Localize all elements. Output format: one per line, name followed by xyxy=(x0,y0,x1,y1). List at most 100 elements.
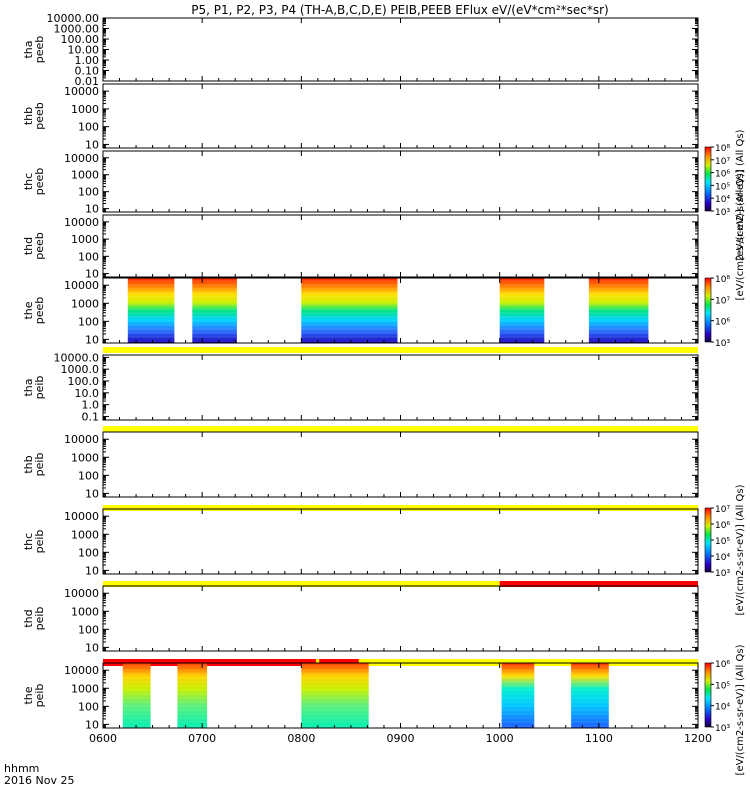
panel-thd_peib: 10000 1000 100 10 thdpeib xyxy=(22,585,699,666)
colorbar-tick-label: 10⁴ xyxy=(715,703,730,713)
colorbar-tick-label: 10⁸ xyxy=(715,144,730,154)
y-tick-label: 100 xyxy=(78,186,99,199)
panel-frame-thd_peeb xyxy=(102,214,699,278)
colorbar-tick-label: 10⁶ xyxy=(715,170,730,180)
y-tick-label: 100 xyxy=(78,623,99,636)
y-tick-label: 1000 xyxy=(71,103,99,116)
y-tick-label: 1000 xyxy=(71,451,99,464)
y-tick-label: 100.0 xyxy=(68,375,100,388)
colorbar-tick-label: 10⁷ xyxy=(715,296,730,306)
status-bar-segment xyxy=(499,581,698,587)
data-block-the_peeb-4 xyxy=(588,278,649,343)
x-tick-label: 1200 xyxy=(684,732,712,745)
y-tick-label: 10 xyxy=(85,564,99,577)
panel-thb_peeb: 10000 1000 100 10 thbpeeb xyxy=(22,83,699,151)
colorbar-tick-label: 10⁶ xyxy=(715,521,730,531)
y-tick-label: 1.00 xyxy=(75,54,100,67)
y-tick-label: 1000 xyxy=(71,605,99,618)
colorbar-tick-label: 10³ xyxy=(715,339,730,349)
y-tick-label: 10000 xyxy=(64,279,99,292)
y-tick-label: 10 xyxy=(85,138,99,151)
y-tick-label: 0.1 xyxy=(82,411,100,424)
chart-title: P5, P1, P2, P3, P4 (TH-A,B,C,D,E) PEIB,P… xyxy=(191,3,608,17)
time-format-label: hhmm xyxy=(4,762,39,775)
colorbar-tick-label: 10³ xyxy=(715,208,730,218)
colorbar-unit-label: [eV/(cm2-s-sr-eV)] (All Qs) xyxy=(735,169,746,300)
data-block-the_peeb-0 xyxy=(127,278,175,343)
y-tick-label: 10 xyxy=(85,203,99,216)
panel-thc_peib: 10000 1000 100 10 thcpeib 10³ 10⁴ 10⁵ 10⁶ 10⁷ [eV/… xyxy=(22,484,746,615)
panel-label-tha_peeb: thapeeb xyxy=(22,36,46,64)
panel-label-thc_peib: thcpeib xyxy=(22,530,46,554)
y-tick-label: 10000 xyxy=(64,433,99,446)
y-tick-label: 10000 xyxy=(64,587,99,600)
y-tick-label: 1000 xyxy=(71,297,99,310)
y-tick-label: 100 xyxy=(78,315,99,328)
y-tick-label: 10 xyxy=(85,641,99,654)
y-tick-label: 10000 xyxy=(64,152,99,165)
data-block-the_peib-4 xyxy=(571,663,609,728)
y-tick-label: 0.01 xyxy=(75,75,100,88)
y-tick-label: 1000 xyxy=(71,169,99,182)
y-tick-label: 0.10 xyxy=(75,65,100,78)
y-tick-label: 10.0 xyxy=(75,387,100,400)
y-tick-label: 10000.00 xyxy=(47,12,100,25)
y-tick-label: 1000.0 xyxy=(61,363,100,376)
y-tick-label: 10 xyxy=(85,333,99,346)
colorbar-scale xyxy=(704,146,712,212)
x-tick-label: 0800 xyxy=(287,732,315,745)
panel-label-thd_peib: thdpeib xyxy=(22,607,46,631)
x-tick-label: 0700 xyxy=(188,732,216,745)
colorbar-tick-label: 10⁵ xyxy=(715,681,730,691)
colorbar-tick-label: 10³ xyxy=(715,569,730,579)
date-label: 2016 Nov 25 xyxy=(4,774,74,787)
x-tick-label: 0900 xyxy=(387,732,415,745)
panel-frame-thc_peeb xyxy=(102,150,699,213)
y-tick-label: 10000 xyxy=(64,216,99,229)
panel-thb_peib: 10000 1000 100 10 thbpeib xyxy=(22,431,699,511)
colorbar-tick-label: 10⁴ xyxy=(715,195,730,205)
status-bar-segment xyxy=(103,347,698,353)
y-tick-label: 100 xyxy=(78,469,99,482)
data-block-the_peeb-1 xyxy=(192,278,237,343)
panel-thc_peeb: 10000 1000 100 10 thcpeeb 10³ 10⁴ 10⁵ 10⁶ 10⁷ 10⁸ [… xyxy=(22,129,746,260)
colorbar-tick-label: 10⁴ xyxy=(715,553,730,563)
y-tick-label: 100 xyxy=(78,700,99,713)
colorbar-tick-label: 10⁸ xyxy=(715,275,730,285)
y-tick-label: 100 xyxy=(78,250,99,263)
data-block-the_peeb-2 xyxy=(301,278,398,343)
colorbar-unit-label: [eV/(cm2-s-sr-eV)] (All Qs) xyxy=(735,484,746,615)
status-bar-segment xyxy=(103,426,698,432)
colorbar-tick-label: 10⁶ xyxy=(715,318,730,328)
colorbar-unit-label: [eV/(cm2-s-sr-eV)] (All Qs) xyxy=(735,644,746,775)
panel-label-the_peeb: thepeeb xyxy=(22,297,46,325)
y-tick-label: 100 xyxy=(78,121,99,134)
panel-label-the_peib: thepeib xyxy=(22,684,46,708)
colorbar-the_peeb: 10³ 10⁶ 10⁷ 10⁸ [eV/(cm2-s-sr-eV)] (All Qs) xyxy=(704,169,746,349)
y-tick-label: 1000.00 xyxy=(54,23,100,36)
colorbar-unit-label: [eV/(cm2-s-sr-eV)] (All Qs) xyxy=(735,129,746,260)
data-block-the_peib-3 xyxy=(501,663,535,728)
y-tick-label: 10 xyxy=(85,718,99,731)
panel-frame-thc_peib xyxy=(102,508,699,575)
y-tick-label: 10.00 xyxy=(68,44,100,57)
colorbar-tick-label: 10⁵ xyxy=(715,537,730,547)
colorbar-scale xyxy=(704,662,712,728)
y-tick-label: 100.00 xyxy=(61,33,100,46)
panel-label-thd_peeb: thdpeeb xyxy=(22,232,46,260)
colorbar-thc_peeb: 10³ 10⁴ 10⁵ 10⁶ 10⁷ 10⁸ [eV/(cm2-s-sr-eV)] (Al… xyxy=(704,129,746,260)
data-block-the_peeb-3 xyxy=(499,278,545,343)
panel-the_peib: 10000 1000 100 10 thepeib 10³ 10⁴ 10⁵ 10⁶ [eV/(cm… xyxy=(22,644,746,775)
y-tick-label: 1000 xyxy=(71,682,99,695)
panel-frame-thb_peib xyxy=(102,431,699,498)
panel-frame-thd_peib xyxy=(102,585,699,652)
y-tick-label: 10 xyxy=(85,268,99,281)
y-tick-label: 1000 xyxy=(71,528,99,541)
panel-frame-tha_peib xyxy=(102,354,699,421)
colorbar-tick-label: 10⁷ xyxy=(715,157,730,167)
status-bar-segment xyxy=(103,505,698,511)
panel-label-thb_peeb: thbpeeb xyxy=(22,102,46,130)
